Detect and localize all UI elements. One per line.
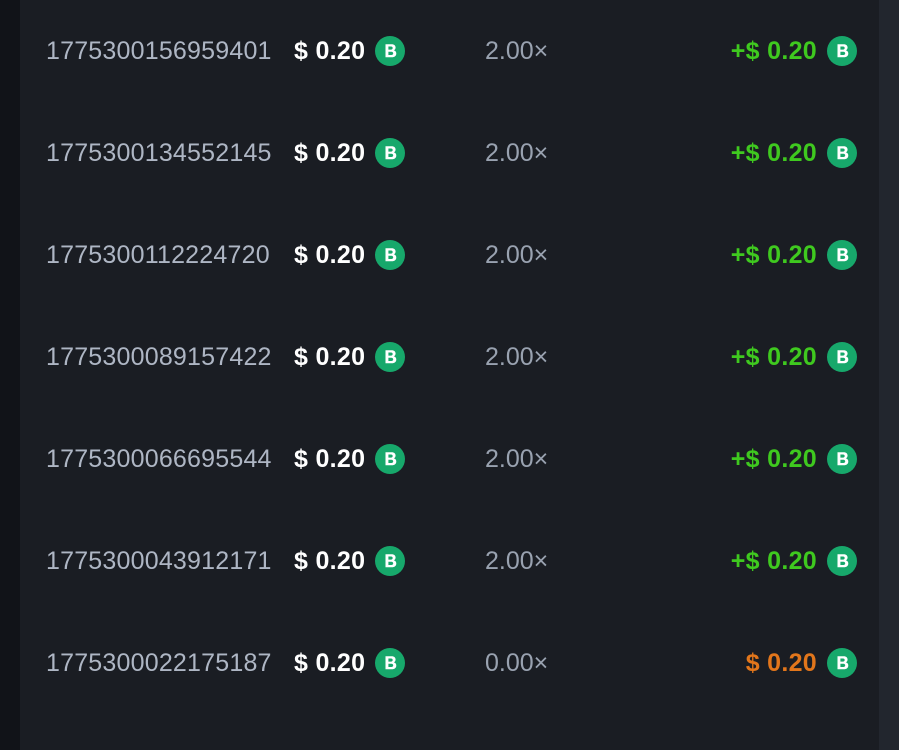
bet-history-list: 1775300156959401 $ 0.20 2.00× +$ 0.20 17… <box>20 0 899 750</box>
table-row[interactable]: 1775300089157422 $ 0.20 2.00× +$ 0.20 <box>20 306 899 408</box>
bet-amount-cell: $ 0.20 <box>286 648 471 678</box>
bet-payout: +$ 0.20 <box>730 138 817 167</box>
bet-payout: $ 0.20 <box>745 648 817 677</box>
bet-payout: +$ 0.20 <box>730 546 817 575</box>
bet-multiplier: 0.00× <box>485 648 549 677</box>
bet-id[interactable]: 1775300134552145 <box>46 138 272 167</box>
betcoin-icon <box>827 138 857 168</box>
bet-payout: +$ 0.20 <box>730 444 817 473</box>
bet-payout-cell: +$ 0.20 <box>661 240 899 270</box>
betcoin-icon <box>375 648 406 678</box>
bet-amount: $ 0.20 <box>294 648 366 677</box>
table-row[interactable]: 1775300066695544 $ 0.20 2.00× +$ 0.20 <box>20 408 899 510</box>
bet-amount-cell: $ 0.20 <box>286 138 471 168</box>
bet-payout-cell: +$ 0.20 <box>661 546 899 576</box>
betcoin-icon <box>827 648 857 678</box>
bet-amount-cell: $ 0.20 <box>286 444 471 474</box>
bet-payout: +$ 0.20 <box>730 342 817 371</box>
bet-amount: $ 0.20 <box>294 342 366 371</box>
bet-payout: +$ 0.20 <box>730 36 817 65</box>
bet-payout-cell: $ 0.20 <box>661 648 899 678</box>
bet-amount-cell: $ 0.20 <box>286 240 471 270</box>
bet-id[interactable]: 1775300043912171 <box>46 546 272 575</box>
table-row[interactable]: 1775300134552145 $ 0.20 2.00× +$ 0.20 <box>20 102 899 204</box>
bet-amount: $ 0.20 <box>294 444 366 473</box>
bet-amount-cell: $ 0.20 <box>286 36 471 66</box>
bet-id[interactable]: 1775300066695544 <box>46 444 272 473</box>
bet-multiplier: 2.00× <box>485 444 549 473</box>
betcoin-icon <box>827 342 857 372</box>
bet-payout-cell: +$ 0.20 <box>661 138 899 168</box>
bet-amount: $ 0.20 <box>294 240 366 269</box>
betcoin-icon <box>375 342 406 372</box>
betcoin-icon <box>375 240 406 270</box>
bet-id[interactable]: 1775300112224720 <box>46 240 270 269</box>
left-gutter <box>0 0 20 750</box>
bet-multiplier: 2.00× <box>485 240 549 269</box>
bet-id[interactable]: 1775300022175187 <box>46 648 272 677</box>
bet-payout-cell: +$ 0.20 <box>661 36 899 66</box>
bet-payout-cell: +$ 0.20 <box>661 342 899 372</box>
bet-amount: $ 0.20 <box>294 138 366 167</box>
betcoin-icon <box>827 444 857 474</box>
table-row[interactable]: 1775300043912171 $ 0.20 2.00× +$ 0.20 <box>20 510 899 612</box>
bet-multiplier: 2.00× <box>485 546 549 575</box>
bet-amount: $ 0.20 <box>294 36 366 65</box>
bet-amount: $ 0.20 <box>294 546 366 575</box>
betcoin-icon <box>375 138 406 168</box>
table-row[interactable]: 1775300112224720 $ 0.20 2.00× +$ 0.20 <box>20 204 899 306</box>
betcoin-icon <box>827 36 857 66</box>
betcoin-icon <box>375 444 406 474</box>
table-row[interactable]: 1775300022175187 $ 0.20 0.00× $ 0.20 <box>20 612 899 714</box>
betcoin-icon <box>375 36 406 66</box>
betcoin-icon <box>375 546 406 576</box>
bet-amount-cell: $ 0.20 <box>286 546 471 576</box>
bet-amount-cell: $ 0.20 <box>286 342 471 372</box>
table-row[interactable]: 1775300156959401 $ 0.20 2.00× +$ 0.20 <box>20 0 899 102</box>
betcoin-icon <box>827 240 857 270</box>
bet-payout: +$ 0.20 <box>730 240 817 269</box>
bet-multiplier: 2.00× <box>485 138 549 167</box>
right-edge-strip <box>879 0 899 750</box>
bet-id[interactable]: 1775300089157422 <box>46 342 272 371</box>
bet-multiplier: 2.00× <box>485 36 549 65</box>
bet-payout-cell: +$ 0.20 <box>661 444 899 474</box>
bet-multiplier: 2.00× <box>485 342 549 371</box>
betcoin-icon <box>827 546 857 576</box>
bet-id[interactable]: 1775300156959401 <box>46 36 272 65</box>
